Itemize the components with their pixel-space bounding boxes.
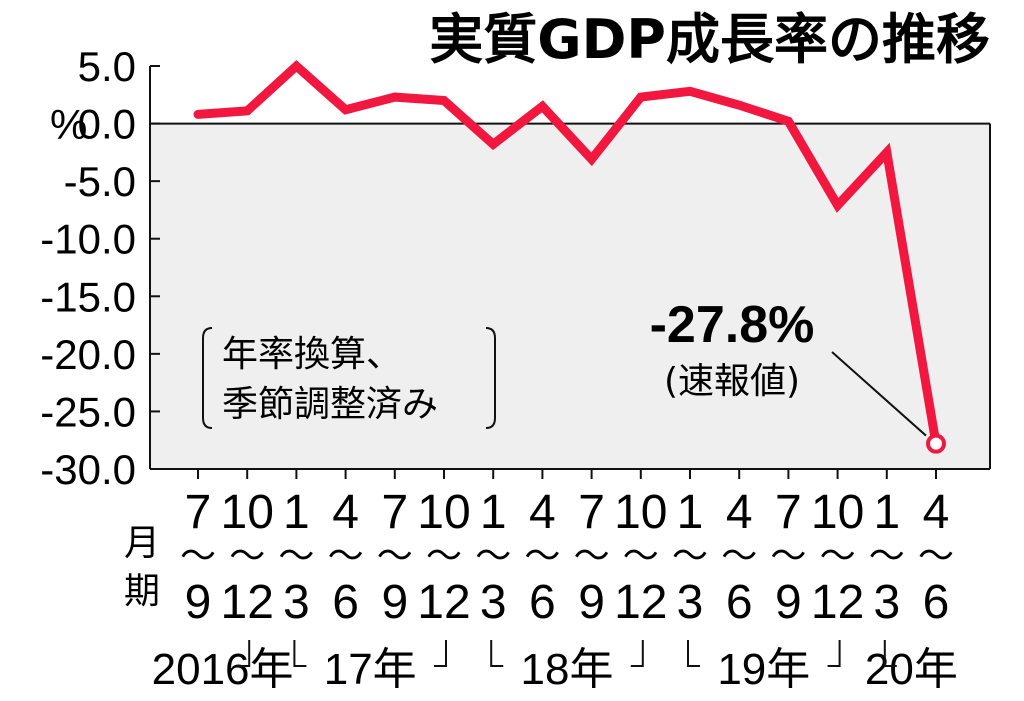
note-line-1: 年率換算、 [222, 334, 402, 375]
x-tick-start-label: 7 [578, 486, 605, 539]
year-label: 17年 [324, 645, 417, 694]
year-label: 20年 [865, 645, 958, 694]
x-tick-end-label: 3 [873, 576, 900, 629]
year-label: 18年 [521, 645, 614, 694]
x-tick-range-mark: 〜 [672, 536, 708, 577]
year-bracket-right [827, 640, 841, 667]
x-tick-end-label: 9 [185, 576, 212, 629]
x-tick-end-label: 9 [775, 576, 802, 629]
x-tick-end-label: 12 [417, 576, 470, 629]
year-bracket-left [883, 640, 897, 667]
x-tick-start-label: 4 [529, 486, 556, 539]
year-bracket-left [293, 640, 307, 667]
x-tick-end-label: 6 [529, 576, 556, 629]
x-tick-end-label: 12 [221, 576, 274, 629]
x-tick-range-mark: 〜 [918, 536, 954, 577]
x-tick-range-mark: 〜 [426, 536, 462, 577]
x-tick-end-label: 3 [677, 576, 704, 629]
x-tick-start-label: 1 [873, 486, 900, 539]
x-tick-range-mark: 〜 [377, 536, 413, 577]
y-tick-label: -25.0 [40, 388, 136, 435]
x-tick-start-label: 4 [332, 486, 359, 539]
x-tick-start-label: 7 [185, 486, 212, 539]
annotation-value: -27.8% [650, 296, 815, 354]
series-line [193, 59, 941, 449]
y-tick-label: -15.0 [40, 273, 136, 320]
x-tick-range-mark: 〜 [820, 536, 856, 577]
y-tick-label: 5.0 [78, 43, 136, 90]
year-bracket-right [434, 640, 447, 667]
note-box: 年率換算、 季節調整済み [202, 327, 496, 429]
y-tick-label: -30.0 [40, 446, 136, 493]
x-tick-start-label: 10 [811, 486, 864, 539]
y-axis-unit: % [50, 101, 87, 148]
x-tick-range-mark: 〜 [229, 536, 265, 577]
x-axis-caption-period: 期 [124, 571, 160, 612]
x-axis-caption-month: 月 [124, 523, 160, 564]
year-bracket-right [630, 640, 644, 667]
x-tick-end-label: 6 [923, 576, 950, 629]
x-tick-end-label: 3 [480, 576, 507, 629]
x-tick-end-label: 6 [332, 576, 359, 629]
x-tick-range-mark: 〜 [278, 536, 314, 577]
x-tick-range-mark: 〜 [475, 536, 511, 577]
note-line-2: 季節調整済み [222, 384, 438, 425]
data-point-latest [926, 433, 946, 454]
x-tick-start-label: 4 [923, 486, 950, 539]
x-tick-range-mark: 〜 [721, 536, 757, 577]
y-tick-label: -20.0 [40, 331, 136, 378]
year-bracket-left [687, 640, 700, 667]
x-tick-range-mark: 〜 [623, 536, 659, 577]
x-tick-start-label: 1 [283, 486, 310, 539]
annotation-subtext: (速報値) [664, 361, 800, 402]
y-tick-label: -5.0 [64, 158, 136, 205]
x-tick-start-label: 1 [480, 486, 507, 539]
year-bracket-left [490, 640, 504, 667]
x-tick-start-label: 7 [775, 486, 802, 539]
x-tick-start-label: 10 [614, 486, 667, 539]
x-tick-end-label: 12 [811, 576, 864, 629]
x-tick-start-label: 7 [381, 486, 408, 539]
x-tick-range-mark: 〜 [524, 536, 560, 577]
y-tick-label: -10.0 [40, 216, 136, 263]
x-tick-start-label: 1 [677, 486, 704, 539]
x-tick-start-label: 4 [726, 486, 753, 539]
x-tick-end-label: 6 [726, 576, 753, 629]
year-bracket-right [237, 640, 251, 667]
x-tick-end-label: 12 [614, 576, 667, 629]
x-tick-range-mark: 〜 [328, 536, 364, 577]
x-tick-end-label: 3 [283, 576, 310, 629]
x-tick-start-label: 10 [417, 486, 470, 539]
x-tick-end-label: 9 [578, 576, 605, 629]
chart-title: 実質GDP成長率の推移 [429, 8, 990, 71]
x-tick-range-mark: 〜 [869, 536, 905, 577]
x-tick-range-mark: 〜 [180, 536, 216, 577]
annotation-leader-line [831, 351, 927, 437]
x-tick-start-label: 10 [221, 486, 274, 539]
y-tick-label: 0.0 [78, 101, 136, 148]
x-tick-range-mark: 〜 [770, 536, 806, 577]
x-tick-end-label: 9 [381, 576, 408, 629]
year-label: 19年 [717, 645, 810, 694]
negative-region-background [150, 123, 990, 470]
year-label: 2016年 [152, 645, 294, 694]
x-tick-range-mark: 〜 [574, 536, 610, 577]
